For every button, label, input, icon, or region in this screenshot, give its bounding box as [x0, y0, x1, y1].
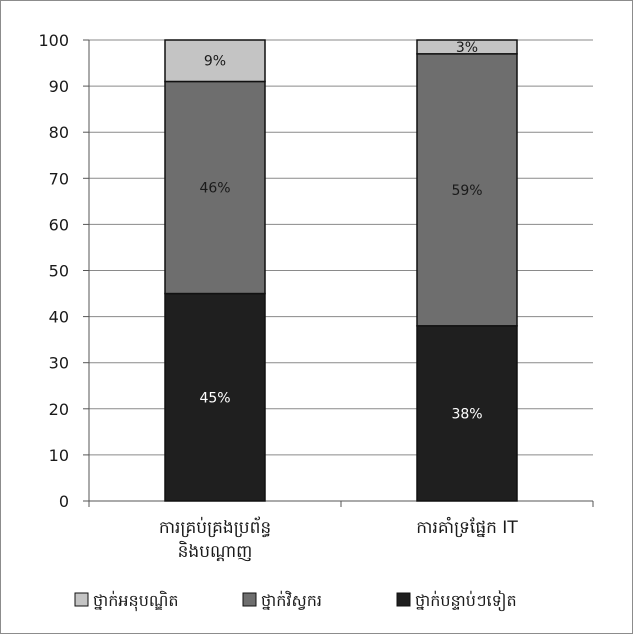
bar-segment [416, 53, 518, 327]
legend-label: ថ្នាក់វិស្វករ [261, 590, 322, 610]
data-labels: 45% 46% 9% 38% 59% 3% [199, 40, 482, 422]
axes: 0 10 20 30 40 50 60 70 80 90 100 ការគ្រប់គ្រងប្រព័ន… [38, 31, 594, 562]
data-label: 59% [451, 183, 482, 199]
data-label: 45% [199, 390, 230, 406]
y-tick-label: 50 [49, 262, 69, 281]
bar-segment [164, 292, 266, 502]
legend-label: ថ្នាក់បន្ទាប់ៗទៀត [415, 590, 517, 612]
legend-swatch [396, 592, 411, 607]
y-tick-label: 30 [49, 354, 69, 373]
x-category-label: ការគាំទ្រផ្នែក IT [416, 516, 518, 538]
legend-swatch [74, 592, 89, 607]
x-category-label: ការគ្រប់គ្រងប្រព័ន្ធ [159, 516, 271, 538]
bar-segment [416, 325, 518, 502]
y-tick-label: 0 [59, 492, 69, 511]
y-tick-label: 70 [49, 169, 69, 188]
y-tick-label: 10 [49, 446, 69, 465]
y-tick-label: 60 [49, 215, 69, 234]
legend: ថ្នាក់អនុបណ្ឌិត ថ្នាក់វិស្វករ ថ្នាក់បន្ទាប… [74, 590, 517, 612]
bar-segment [164, 39, 266, 83]
data-label: 3% [456, 40, 478, 56]
y-tick-label: 20 [49, 400, 69, 419]
y-tick-label: 40 [49, 308, 69, 327]
x-category-label: និងបណ្ដាញ [178, 540, 253, 562]
data-label: 38% [451, 406, 482, 422]
y-tick-label: 100 [38, 31, 69, 50]
bars [164, 39, 518, 502]
y-tick-label: 90 [49, 77, 69, 96]
data-label: 9% [204, 54, 226, 70]
legend-swatch [242, 592, 257, 607]
y-tick-label: 80 [49, 123, 69, 142]
legend-label: ថ្នាក់អនុបណ្ឌិត [93, 590, 179, 612]
bar-segment [416, 39, 518, 55]
data-label: 46% [199, 181, 230, 197]
